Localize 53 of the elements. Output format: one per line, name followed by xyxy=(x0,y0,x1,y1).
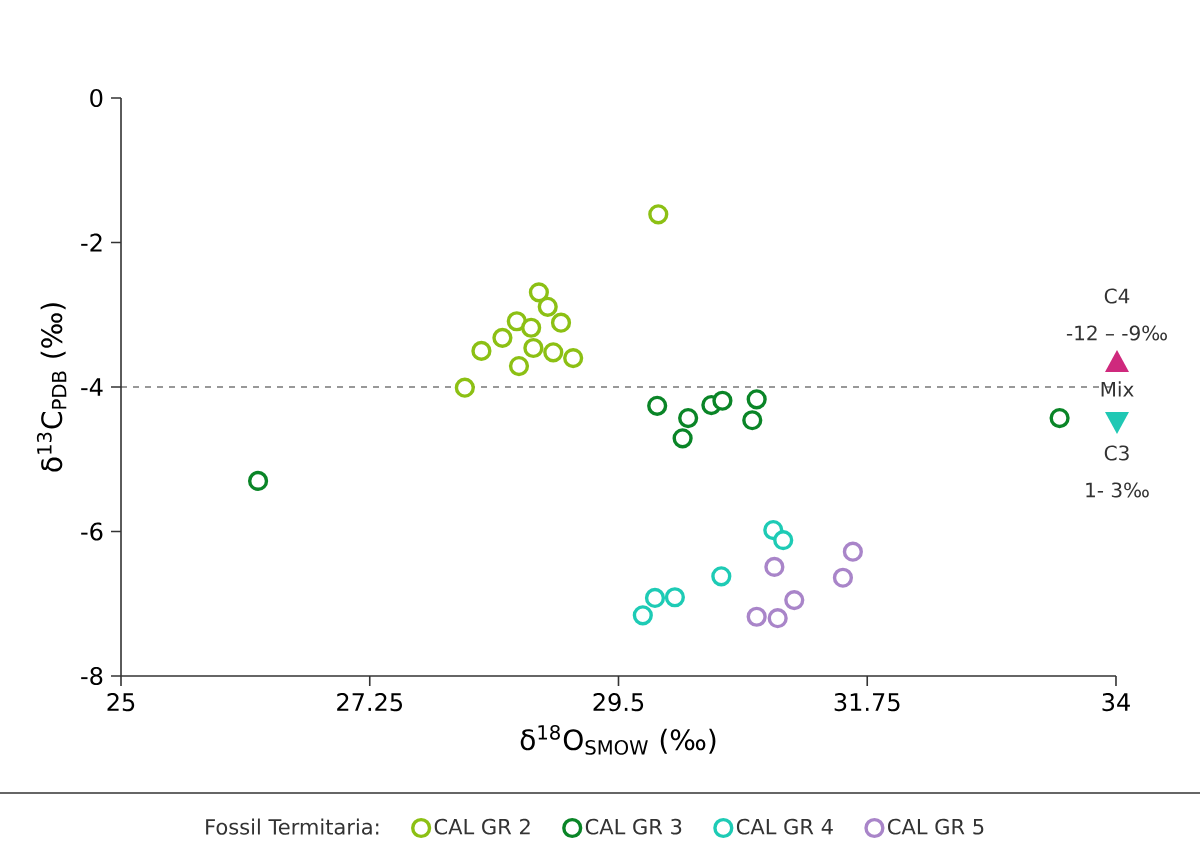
point xyxy=(742,410,763,431)
point xyxy=(492,327,513,348)
point xyxy=(773,530,794,551)
annotation: 1- 3‰ xyxy=(1086,482,1149,498)
y-axis-title: δ$^{13}$C$_{PDB}$ (‰) xyxy=(36,303,67,472)
x-tick-label: 29.5 xyxy=(593,693,644,712)
point xyxy=(537,296,558,317)
point xyxy=(648,204,669,225)
y-tick-label: -4 xyxy=(81,378,103,396)
x-tick-label: 25 xyxy=(107,693,135,712)
point xyxy=(563,348,584,369)
point xyxy=(523,337,544,359)
point xyxy=(784,590,805,611)
point xyxy=(471,340,492,361)
point xyxy=(508,355,530,377)
point xyxy=(632,605,653,626)
point xyxy=(550,312,572,333)
point xyxy=(647,395,668,416)
legend-label: CAL GR 3 xyxy=(585,818,682,835)
point xyxy=(842,541,863,562)
annotation: Mix xyxy=(1101,381,1134,397)
point xyxy=(247,470,269,492)
point xyxy=(543,342,564,363)
y-tick-label: 0 xyxy=(90,88,103,108)
point xyxy=(712,390,733,411)
point xyxy=(454,377,475,398)
point xyxy=(644,587,666,609)
annotation: -12 – -9‰ xyxy=(1066,325,1167,341)
legend-label: CAL GR 5 xyxy=(888,818,984,835)
point xyxy=(767,608,788,629)
point xyxy=(764,556,785,577)
legend-title: Fossil Termitaria: xyxy=(206,818,379,835)
y-tick-label: -8 xyxy=(81,666,103,686)
y-tick-label: -6 xyxy=(81,522,103,541)
legend-label: CAL GR 2 xyxy=(434,818,530,835)
x-tick-label: 34 xyxy=(1102,693,1130,712)
x-tick-label: 31.75 xyxy=(834,693,900,712)
annotation: C3 xyxy=(1104,445,1129,461)
x-tick-label: 27.25 xyxy=(337,693,402,712)
x-axis-title: δ$^{18}$O$_{SMOW}$ (‰) xyxy=(520,724,716,755)
point xyxy=(711,566,732,587)
point xyxy=(746,606,767,627)
point xyxy=(746,389,767,410)
y-tick-label: -2 xyxy=(81,233,102,252)
point xyxy=(528,282,549,303)
point xyxy=(832,567,854,588)
annotation: C4 xyxy=(1104,288,1130,304)
point xyxy=(672,428,693,449)
point xyxy=(678,407,699,429)
point xyxy=(664,587,685,608)
point xyxy=(1049,407,1070,429)
legend-label: CAL GR 4 xyxy=(736,818,833,835)
point xyxy=(521,317,542,338)
